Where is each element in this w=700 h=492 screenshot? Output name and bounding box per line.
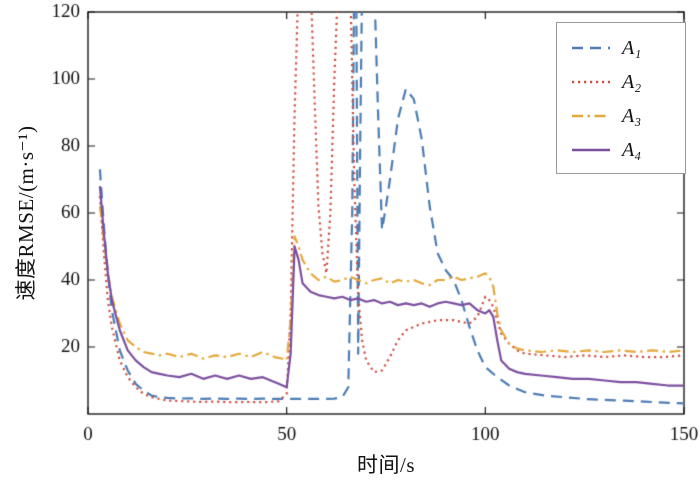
legend-entry-a2: A₂ <box>557 65 685 99</box>
legend-entry-a3: A₃ <box>557 99 685 133</box>
x-axis-title: 时间/s <box>356 453 415 477</box>
legend-label-a1: A₁ <box>622 36 642 59</box>
legend-line-a1-icon <box>572 46 610 50</box>
legend-line-a4-icon <box>572 148 610 152</box>
legend-label-a2: A₂ <box>622 70 642 93</box>
legend: A₁ A₂ A₃ A₄ <box>556 22 686 174</box>
legend-line-a3-icon <box>572 114 610 118</box>
y-axis-title: 速度RMSE/(m·s⁻¹) <box>14 125 38 301</box>
legend-line-a2-icon <box>572 80 610 84</box>
legend-entry-a4: A₄ <box>557 133 685 167</box>
legend-entry-a1: A₁ <box>557 31 685 65</box>
legend-label-a4: A₄ <box>622 138 642 161</box>
legend-label-a3: A₃ <box>622 104 642 127</box>
